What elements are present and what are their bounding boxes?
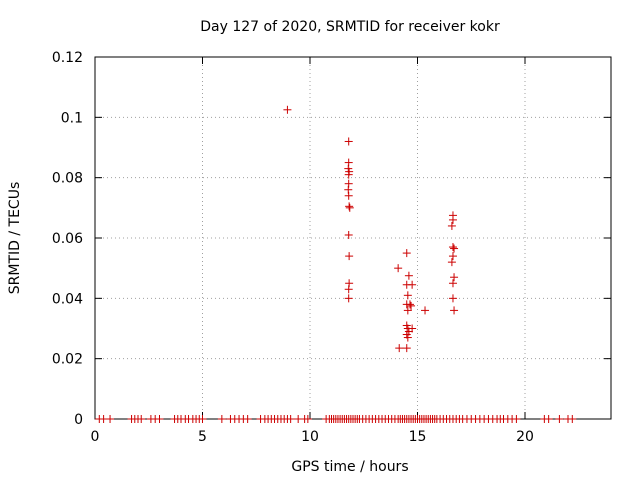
x-tick-label: 0 (91, 429, 100, 445)
data-point (344, 230, 353, 239)
data-point (394, 264, 403, 273)
data-point (447, 221, 456, 230)
data-point (283, 105, 292, 114)
data-point (155, 415, 164, 423)
data-point (404, 271, 413, 280)
x-tick-label: 10 (301, 429, 319, 445)
data-point (403, 333, 412, 342)
y-tick-label: 0.04 (52, 291, 83, 307)
y-tick-label: 0.1 (61, 110, 83, 126)
data-point (450, 244, 459, 253)
data-points (95, 105, 577, 423)
y-tick-label: 0.06 (52, 231, 83, 247)
data-point (450, 306, 459, 315)
data-point (402, 344, 411, 353)
data-point (448, 279, 457, 288)
data-point (303, 415, 312, 423)
x-axis-label: GPS time / hours (291, 459, 408, 475)
data-point (345, 252, 354, 261)
grid-lines (95, 57, 611, 419)
data-point (512, 415, 521, 423)
data-point (448, 243, 457, 252)
data-point (555, 415, 564, 423)
data-point (345, 202, 354, 211)
data-point (405, 300, 414, 309)
y-tick-label: 0 (74, 412, 83, 428)
data-point (344, 285, 353, 294)
x-tick-label: 5 (198, 429, 207, 445)
chart-title: Day 127 of 2020, SRMTID for receiver kok… (200, 19, 500, 35)
data-point (106, 415, 115, 423)
data-point (448, 294, 457, 303)
data-point (395, 344, 404, 353)
data-point (421, 306, 430, 315)
x-tick-label: 20 (516, 429, 534, 445)
data-point (408, 280, 417, 289)
data-point (286, 415, 295, 423)
data-point (544, 415, 553, 423)
data-point (448, 215, 457, 224)
data-point (344, 191, 353, 200)
data-point (403, 306, 412, 315)
y-tick-label: 0.08 (52, 171, 83, 187)
data-point (217, 415, 226, 423)
plot-frame (94, 56, 612, 420)
data-point (344, 170, 353, 179)
data-point (243, 415, 252, 423)
data-point (403, 291, 412, 300)
data-point (407, 301, 416, 310)
data-point (448, 252, 457, 261)
y-tick-label: 0.02 (52, 352, 83, 368)
data-point (402, 249, 411, 258)
data-point (344, 294, 353, 303)
data-point (198, 415, 207, 423)
y-tick-label: 0.12 (52, 50, 83, 66)
axis-ticks: 0 5 10 15 20 0 0.02 0.04 0.06 0.08 0.1 0.12 (52, 50, 611, 445)
x-tick-label: 15 (409, 429, 427, 445)
data-point (345, 203, 354, 212)
data-point (450, 273, 459, 282)
data-point (137, 415, 146, 423)
data-point (568, 415, 577, 423)
data-point (344, 137, 353, 146)
y-axis-label: SRMTID / TECUs (7, 182, 23, 295)
data-point (447, 258, 456, 267)
